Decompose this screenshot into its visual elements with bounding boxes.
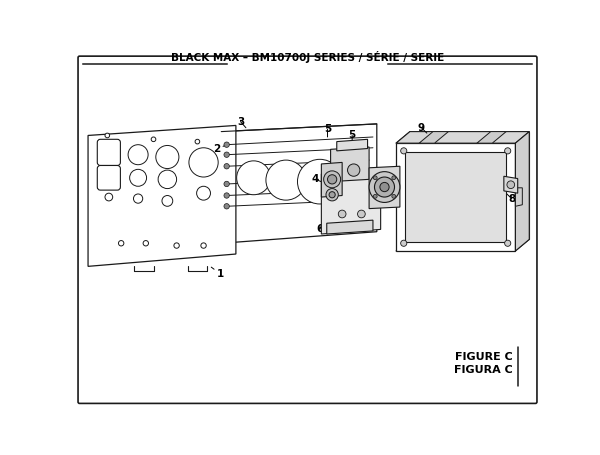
Circle shape [236,161,271,195]
Text: 2: 2 [213,144,227,154]
Circle shape [197,186,211,200]
Circle shape [380,182,389,192]
Text: 7: 7 [400,188,411,198]
Text: 6: 6 [316,224,323,234]
Circle shape [298,159,342,204]
Circle shape [326,188,338,201]
Circle shape [156,146,179,168]
Circle shape [392,176,395,180]
Circle shape [373,176,377,180]
Circle shape [133,194,143,203]
Circle shape [329,192,335,198]
Circle shape [505,148,511,154]
Circle shape [158,170,176,188]
Circle shape [224,203,229,209]
Polygon shape [405,152,506,242]
Circle shape [392,194,395,198]
Circle shape [224,163,229,169]
Circle shape [128,145,148,165]
Polygon shape [369,166,400,208]
Circle shape [224,193,229,198]
Text: 8: 8 [505,192,515,203]
FancyBboxPatch shape [97,139,121,166]
Text: 9: 9 [418,123,427,133]
Text: 4: 4 [311,174,322,184]
Text: FIGURA C: FIGURA C [454,364,513,374]
Polygon shape [88,126,236,266]
Circle shape [507,181,515,188]
Circle shape [130,169,146,186]
Polygon shape [515,188,523,206]
Polygon shape [331,147,369,182]
Circle shape [374,177,395,197]
Polygon shape [515,131,529,251]
Circle shape [338,210,346,218]
Circle shape [266,160,306,200]
Polygon shape [337,139,368,151]
Polygon shape [419,131,448,143]
Polygon shape [322,170,380,234]
Circle shape [224,142,229,147]
Circle shape [369,172,400,202]
Circle shape [105,193,113,201]
Circle shape [355,205,368,217]
Polygon shape [396,131,529,143]
Text: 1: 1 [211,267,224,279]
Circle shape [505,240,511,246]
Circle shape [151,137,156,142]
Circle shape [328,175,337,184]
FancyBboxPatch shape [78,56,537,404]
Polygon shape [221,124,377,243]
Circle shape [347,164,360,176]
Polygon shape [322,162,342,197]
Circle shape [162,196,173,206]
Text: 5: 5 [324,124,331,137]
Polygon shape [504,176,518,193]
Text: 5: 5 [349,131,356,141]
Polygon shape [327,220,373,234]
Circle shape [358,210,365,218]
FancyBboxPatch shape [97,166,121,190]
Polygon shape [477,131,506,143]
Circle shape [105,133,110,138]
Text: FIGURE C: FIGURE C [455,352,513,362]
Circle shape [373,194,377,198]
Circle shape [189,148,218,177]
Text: 3: 3 [237,116,246,128]
Circle shape [224,181,229,187]
Circle shape [401,148,407,154]
Circle shape [401,240,407,246]
Circle shape [174,243,179,248]
Polygon shape [396,143,515,251]
Circle shape [118,241,124,246]
Circle shape [195,139,200,144]
Circle shape [201,243,206,248]
Text: BLACK MAX – BM10700J SERIES / SÉRIE / SERIE: BLACK MAX – BM10700J SERIES / SÉRIE / SE… [171,51,444,63]
Circle shape [143,241,148,246]
Circle shape [335,166,372,202]
Polygon shape [410,131,529,239]
Circle shape [224,152,229,157]
Circle shape [323,171,341,188]
